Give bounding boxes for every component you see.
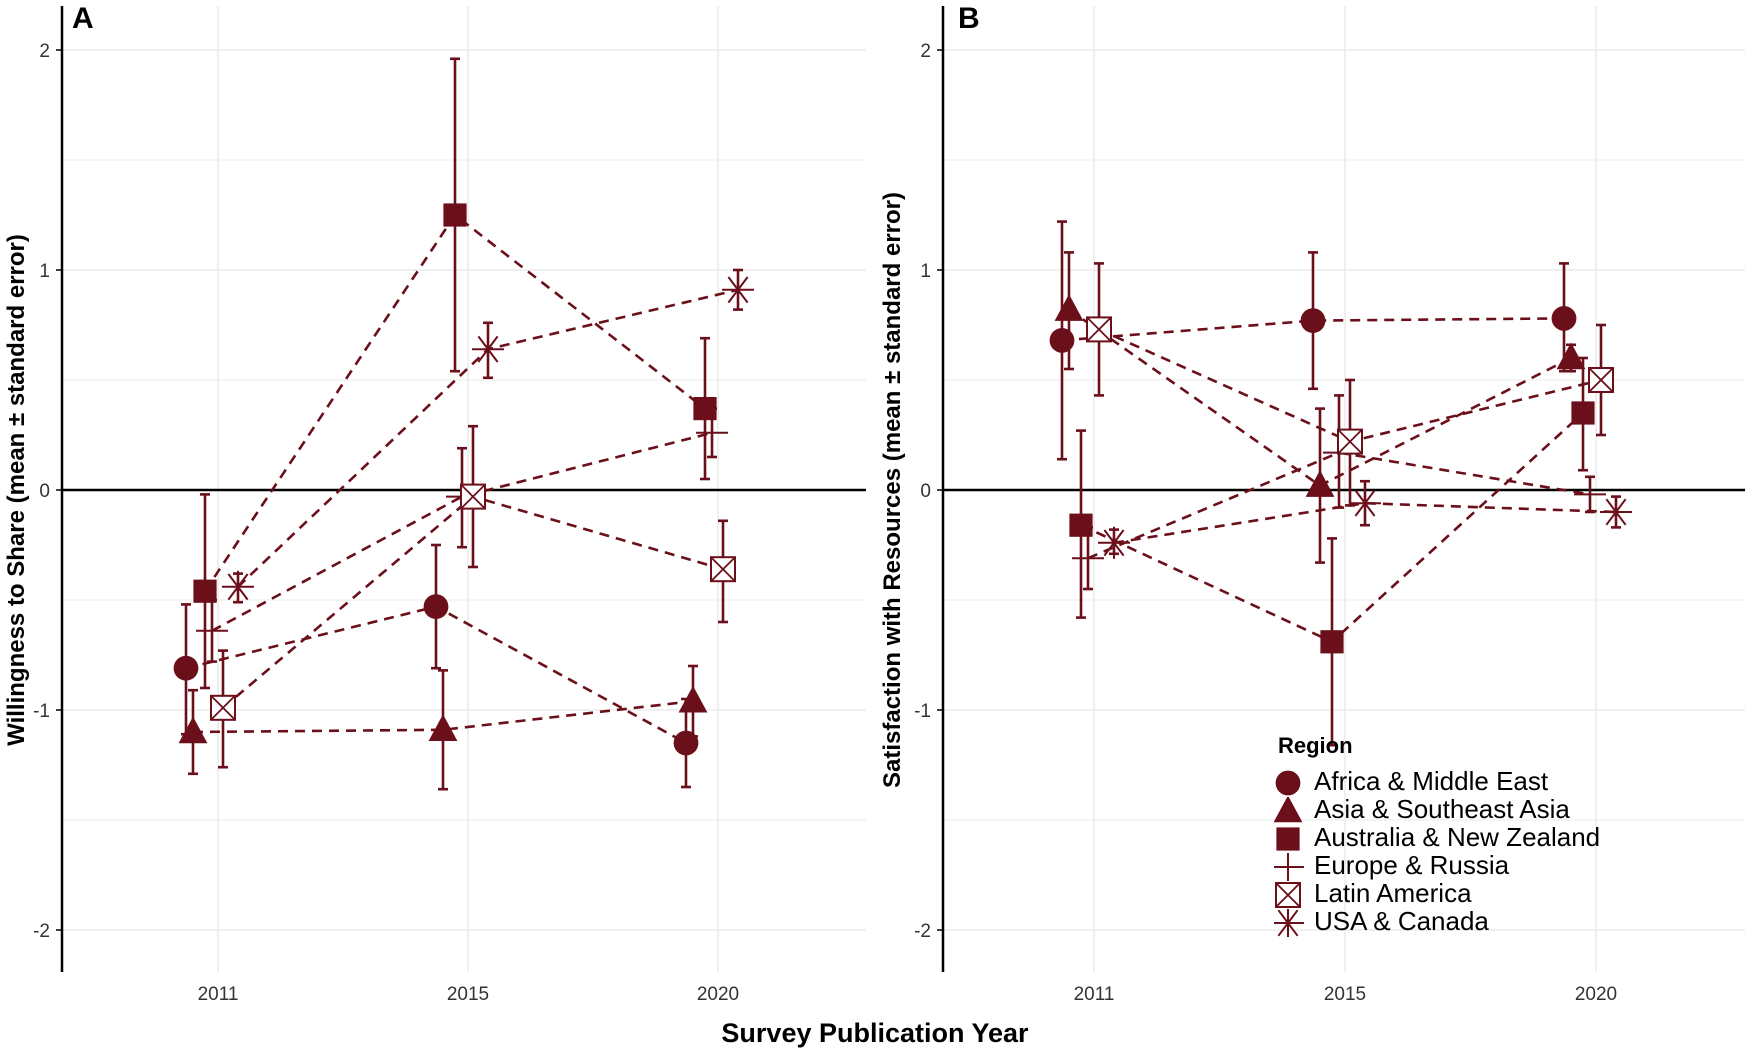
x-tick-label: 2015 xyxy=(1324,984,1366,1005)
data-point-boxtimes xyxy=(1086,316,1112,343)
panel-b: -2 -1 0 1 2 2011 2015 2020 B Satisfaction with … xyxy=(879,2,1745,1005)
data-point-circle xyxy=(173,655,199,681)
axes-b: -2 -1 0 1 2 2011 2015 2020 xyxy=(914,6,1617,1005)
data-point-circle xyxy=(1551,306,1577,331)
data-point-asterisk xyxy=(222,570,254,603)
legend-marker xyxy=(1276,827,1300,851)
grid-b xyxy=(943,6,1745,972)
data-point-circle xyxy=(1049,328,1075,353)
legend-item-usa-canada: USA & Canada xyxy=(1268,906,1698,937)
data-point-square xyxy=(193,579,217,603)
data-point-circle xyxy=(423,594,449,619)
data-point-triangle xyxy=(1305,470,1335,497)
y-tick-label: 1 xyxy=(920,261,931,282)
series-line xyxy=(192,699,694,734)
legend-label: Europe & Russia xyxy=(1314,850,1510,880)
data-point-boxtimes xyxy=(1588,367,1614,393)
legend-key-circle xyxy=(1275,770,1301,796)
x-axis-label: Survey Publication Year xyxy=(721,1018,1029,1048)
x-tick-label: 2011 xyxy=(1074,984,1115,1005)
y-tick-label: 0 xyxy=(39,481,50,502)
data-point-asterisk xyxy=(1349,487,1381,520)
axes-a: -2 -1 0 1 2 2011 2015 2020 xyxy=(33,6,739,1005)
data-point-square xyxy=(443,203,467,227)
y-tick-label: 0 xyxy=(920,481,931,502)
legend-label: Latin America xyxy=(1314,878,1472,908)
data-point-plus xyxy=(1072,542,1104,575)
data-point-boxtimes xyxy=(210,694,236,721)
markers-a xyxy=(173,203,754,756)
legend-label: USA & Canada xyxy=(1314,906,1489,936)
legend-item-australia: Australia & New Zealand xyxy=(1268,823,1698,851)
data-point-circle xyxy=(673,730,699,756)
panel-label-b: B xyxy=(958,2,980,35)
y-tick-label: -2 xyxy=(914,921,931,942)
data-point-asterisk xyxy=(1600,496,1632,528)
y-axis-label-a: Willingness to Share (mean ± standard er… xyxy=(3,234,30,746)
x-tick-label: 2020 xyxy=(1575,984,1617,1005)
data-point-triangle xyxy=(1556,342,1586,370)
legend-label: Africa & Middle East xyxy=(1314,766,1549,796)
data-point-triangle xyxy=(678,685,708,713)
y-tick-label: -1 xyxy=(914,701,931,722)
data-point-plus xyxy=(196,614,228,647)
legend-item-europe: Europe & Russia xyxy=(1268,850,1698,881)
y-tick-label: -2 xyxy=(33,921,50,942)
data-point-triangle xyxy=(178,716,208,744)
data-point-square xyxy=(1069,513,1093,537)
data-point-asterisk xyxy=(1098,526,1130,559)
legend: Region Africa & Middle East Asia & South… xyxy=(1268,733,1698,948)
data-point-square xyxy=(1571,401,1595,425)
series-line xyxy=(211,431,713,632)
legend-key-asterisk xyxy=(1274,909,1304,937)
y-tick-label: 2 xyxy=(39,41,50,62)
data-point-plus xyxy=(1574,478,1606,511)
data-point-boxtimes xyxy=(460,483,486,510)
y-tick-label: 2 xyxy=(920,41,931,62)
data-point-asterisk xyxy=(722,273,754,306)
legend-marker xyxy=(1274,909,1304,937)
legend-key-square xyxy=(1276,827,1300,851)
data-point-circle xyxy=(1300,308,1326,333)
legend-title: Region xyxy=(1278,733,1353,758)
legend-key-plus xyxy=(1274,853,1304,881)
data-point-triangle xyxy=(1054,294,1084,321)
data-point-boxtimes xyxy=(710,556,736,583)
error-bars-b xyxy=(1057,220,1621,747)
legend-item-asia: Asia & Southeast Asia xyxy=(1268,795,1698,823)
data-point-asterisk xyxy=(472,333,504,366)
panel-label-a: A xyxy=(72,2,94,35)
data-point-plus xyxy=(696,416,728,449)
legend-marker xyxy=(1275,882,1301,908)
error-bars-a xyxy=(181,57,743,791)
legend-marker xyxy=(1274,797,1303,823)
legend-item-latin-america: Latin America xyxy=(1268,878,1698,908)
y-tick-label: 1 xyxy=(39,261,50,282)
y-axis-label-b: Satisfaction with Resources (mean ± stan… xyxy=(879,192,906,788)
legend-key-triangle xyxy=(1274,797,1303,823)
legend-label: Australia & New Zealand xyxy=(1314,822,1601,852)
legend-item-africa: Africa & Middle East xyxy=(1268,766,1698,796)
x-tick-label: 2011 xyxy=(198,984,239,1005)
legend-marker xyxy=(1275,770,1301,796)
data-point-square xyxy=(693,397,717,421)
data-point-square xyxy=(1320,630,1344,654)
x-tick-label: 2015 xyxy=(447,984,489,1005)
legend-label: Asia & Southeast Asia xyxy=(1314,794,1570,824)
y-tick-label: -1 xyxy=(33,701,50,722)
markers-b xyxy=(1049,294,1632,654)
legend-key-boxtimes xyxy=(1275,882,1301,908)
x-tick-label: 2020 xyxy=(697,984,739,1005)
legend-marker xyxy=(1274,853,1304,881)
panel-a: -2 -1 0 1 2 2011 2015 2020 A Willingness to Sha… xyxy=(3,2,866,1005)
data-point-triangle xyxy=(428,714,458,742)
data-point-boxtimes xyxy=(1337,428,1363,455)
